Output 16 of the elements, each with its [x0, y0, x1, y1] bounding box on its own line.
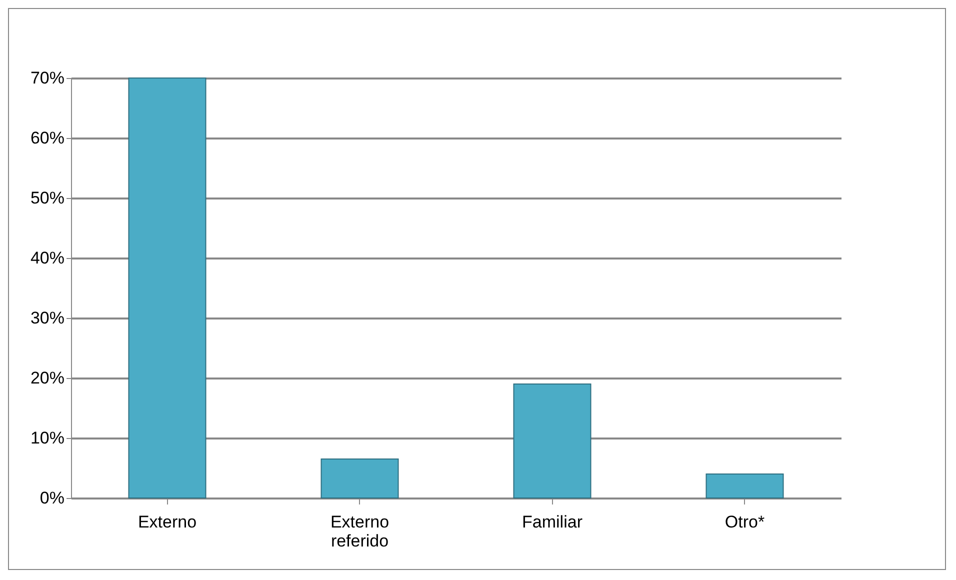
x-tick-label: Externo	[138, 512, 197, 532]
bar	[320, 458, 399, 498]
y-tick-label: 50%	[30, 188, 64, 208]
y-tick-label: 60%	[30, 128, 64, 148]
bar	[706, 474, 784, 498]
y-tick-label: 70%	[30, 68, 64, 88]
y-tick-label: 0%	[40, 488, 64, 508]
y-tick-label: 40%	[30, 248, 64, 268]
x-tick-label: Familiar	[522, 512, 583, 532]
bar	[128, 78, 206, 498]
bar	[513, 384, 592, 498]
x-tick-label: Otro*	[724, 512, 765, 532]
x-tick-label: Externo referido	[330, 512, 390, 550]
y-tick-label: 10%	[30, 428, 64, 448]
y-tick-label: 30%	[30, 308, 64, 328]
y-tick-label: 20%	[30, 368, 64, 388]
